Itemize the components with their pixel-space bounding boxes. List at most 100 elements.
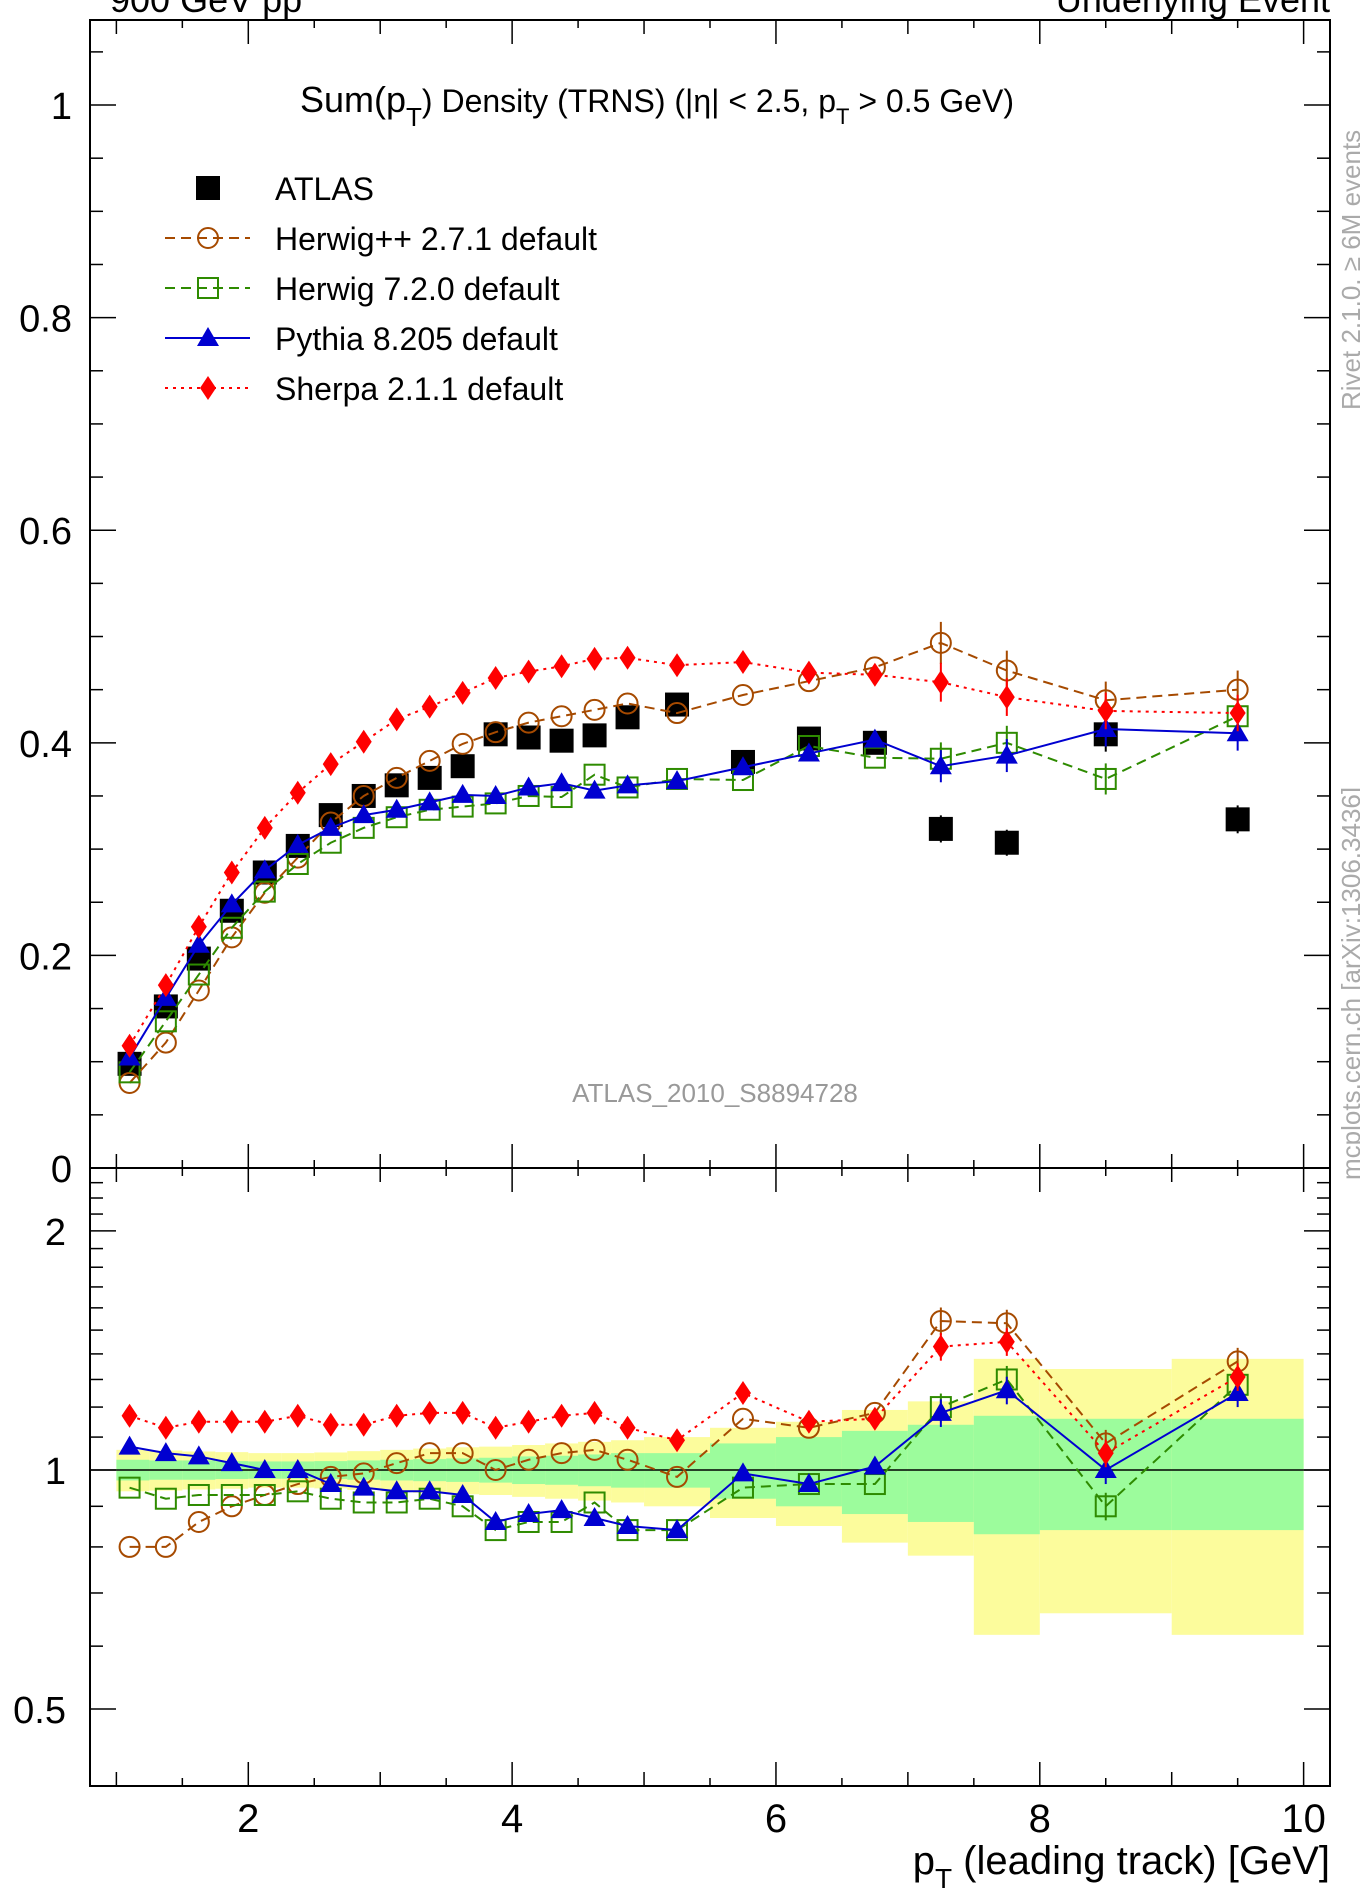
data-point: [121, 1033, 138, 1058]
data-point: [118, 1476, 141, 1499]
data-point: [1094, 1458, 1117, 1478]
series-line: [129, 1320, 1239, 1548]
data-point: [669, 653, 686, 678]
data-point: [484, 1458, 507, 1481]
data-point: [666, 1465, 689, 1488]
stat-uncertainty-band: [907, 1424, 974, 1522]
x-tick-label: 6: [765, 1797, 787, 1841]
data-point: [454, 1400, 471, 1425]
data-point: [1094, 767, 1117, 790]
data-point: [731, 1407, 754, 1430]
data-point: [385, 1480, 408, 1500]
data-point: [253, 1458, 276, 1478]
data-point: [418, 749, 441, 772]
data-point: [863, 728, 886, 748]
data-point: [616, 774, 639, 794]
data-point: [995, 744, 1018, 764]
data-point: [586, 646, 603, 671]
data-point: [583, 698, 606, 721]
data-point: [517, 776, 540, 796]
stat-uncertainty-band: [973, 1415, 1040, 1535]
data-point: [929, 755, 952, 775]
stat-uncertainty-band: [775, 1437, 842, 1507]
data-point: [451, 732, 474, 755]
data-point: [289, 1403, 306, 1428]
legend-label: Herwig++ 2.7.1 default: [275, 221, 597, 257]
data-point: [800, 1409, 817, 1434]
data-point: [583, 779, 606, 799]
data-point: [487, 665, 504, 690]
data-point: [253, 880, 276, 903]
data-point: [666, 702, 689, 725]
data-point: [118, 1535, 141, 1558]
data-point: [157, 1415, 174, 1440]
data-point: [928, 816, 953, 841]
data-point: [1226, 1381, 1249, 1401]
data-point: [929, 1310, 952, 1333]
data-point: [866, 662, 883, 687]
data-point: [190, 914, 207, 939]
data-point: [1225, 807, 1250, 832]
data-point: [418, 791, 441, 811]
data-point: [517, 1448, 540, 1471]
data-point: [220, 1483, 243, 1506]
data-point: [384, 773, 409, 798]
analysis-watermark: ATLAS_2010_S8894728: [572, 1078, 858, 1108]
data-point: [220, 1452, 243, 1472]
data-point: [517, 711, 540, 734]
data-point: [319, 816, 342, 836]
y-tick-label: 0.5: [13, 1690, 66, 1732]
data-point: [550, 772, 573, 792]
data-point: [666, 1519, 689, 1539]
data-point: [187, 963, 210, 986]
data-point: [863, 746, 886, 769]
data-point: [355, 1412, 372, 1437]
data-point: [550, 705, 573, 728]
data-point: [187, 1510, 210, 1533]
data-point: [418, 1480, 441, 1500]
data-point: [797, 1473, 820, 1493]
data-point: [994, 830, 1019, 855]
data-point: [253, 1483, 276, 1506]
data-point: [669, 1428, 686, 1453]
data-point: [286, 852, 309, 875]
data-point: [154, 1535, 177, 1558]
data-point: [385, 798, 408, 818]
legend-marker: [200, 376, 216, 400]
x-axis-label: pT (leading track) [GeV]: [913, 1839, 1330, 1890]
mcplots-side-text: mcplots.cern.ch [arXiv:1306.3436]: [1336, 787, 1360, 1180]
legend-marker: [197, 327, 219, 346]
data-point: [616, 1448, 639, 1471]
x-tick-label: 2: [237, 1797, 259, 1841]
data-point: [731, 683, 754, 706]
data-point: [322, 1412, 339, 1437]
header-left-label: 900 GeV pp: [110, 0, 302, 20]
data-point: [253, 859, 276, 879]
data-point: [553, 1403, 570, 1428]
data-point: [583, 1438, 606, 1461]
data-point: [484, 784, 507, 804]
stat-uncertainty-band: [1171, 1418, 1304, 1531]
data-point: [998, 685, 1015, 710]
data-point: [929, 631, 952, 654]
data-point: [289, 780, 306, 805]
data-point: [352, 1476, 375, 1496]
data-point: [484, 721, 507, 744]
y-tick-label: 0.4: [19, 724, 72, 766]
data-point: [998, 1329, 1015, 1354]
data-point: [995, 1379, 1018, 1399]
data-point: [549, 728, 574, 753]
data-point: [454, 680, 471, 705]
data-point: [619, 1415, 636, 1440]
data-point: [388, 1403, 405, 1428]
x-tick-label: 10: [1281, 1797, 1326, 1841]
legend-label: Herwig 7.2.0 default: [275, 271, 560, 307]
data-point: [797, 742, 820, 762]
data-point: [1097, 698, 1114, 723]
data-point: [932, 1334, 949, 1359]
data-point: [487, 1415, 504, 1440]
data-point: [256, 815, 273, 840]
data-point: [286, 833, 309, 853]
data-point: [1097, 1441, 1114, 1466]
